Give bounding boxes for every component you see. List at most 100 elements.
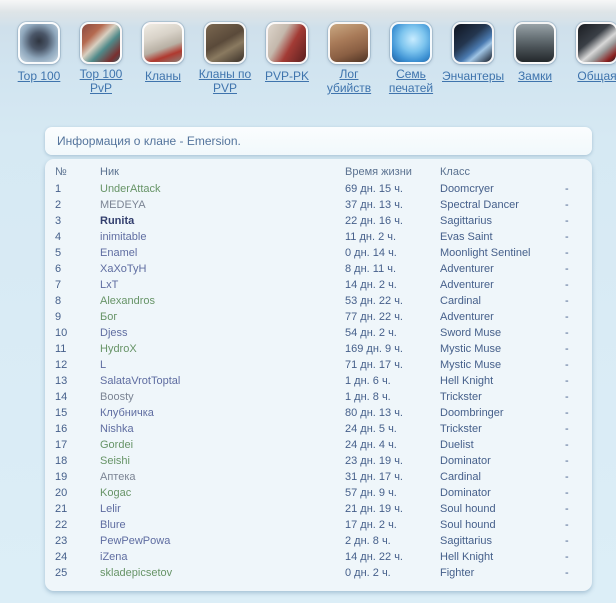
nav-item-enchanters[interactable]: Энчантеры: [442, 22, 504, 85]
enchanters-icon[interactable]: [452, 22, 494, 64]
table-row: 24 iZena 14 дн. 22 ч. Hell Knight -: [55, 549, 600, 565]
nav-label-enchanters[interactable]: Энчантеры: [442, 69, 505, 83]
player-pvp-dash: -: [565, 359, 569, 371]
player-lifetime: 57 дн. 9 ч.: [345, 487, 397, 499]
player-nick[interactable]: Клубничка: [100, 407, 154, 419]
table-row: 17 Gordei 24 дн. 4 ч. Duelist -: [55, 437, 600, 453]
player-class: Spectral Dancer: [440, 199, 519, 211]
player-pvp-dash: -: [565, 391, 569, 403]
player-nick[interactable]: Alexandros: [100, 295, 156, 307]
player-nick[interactable]: inimitable: [100, 231, 147, 243]
nav-label-pvp-pk[interactable]: PVP-PK: [264, 69, 309, 83]
nav-label-general-stats[interactable]: Общая: [577, 69, 616, 83]
player-nick[interactable]: Lelir: [100, 503, 121, 515]
table-row: 10 Djess 54 дн. 2 ч. Sword Muse -: [55, 325, 600, 341]
player-nick[interactable]: Runita: [100, 215, 135, 227]
nav-label-top100[interactable]: Top 100: [17, 69, 61, 83]
player-nick[interactable]: iZena: [100, 551, 128, 563]
nav-item-kill-log[interactable]: Лог убийств: [318, 22, 380, 97]
player-pvp-dash: -: [565, 375, 569, 387]
row-number: 13: [55, 375, 68, 387]
player-pvp-dash: -: [565, 183, 569, 195]
player-class: Hell Knight: [440, 375, 494, 387]
nav-label-top100-pvp[interactable]: Top 100 PvP: [79, 67, 123, 95]
row-number: 10: [55, 327, 68, 339]
player-lifetime: 71 дн. 17 ч.: [345, 359, 403, 371]
pvp-pk-icon[interactable]: [266, 22, 308, 64]
player-nick[interactable]: UnderAttack: [100, 183, 161, 195]
player-nick[interactable]: Аптека: [100, 471, 136, 483]
nav-label-seven-seals[interactable]: Семь печатей: [388, 67, 434, 95]
table-row: 6 XaXoTyH 8 дн. 11 ч. Adventurer -: [55, 261, 600, 277]
nav-item-clans-pvp[interactable]: Кланы по PVP: [194, 22, 256, 97]
player-lifetime: 169 дн. 9 ч.: [345, 343, 403, 355]
row-number: 15: [55, 407, 68, 419]
nav-item-top100[interactable]: Top 100: [8, 22, 70, 85]
player-nick[interactable]: LxT: [100, 279, 119, 291]
player-nick[interactable]: Seishi: [100, 455, 130, 467]
seven-seals-icon[interactable]: [390, 22, 432, 64]
player-class: Mystic Muse: [440, 343, 502, 355]
player-nick[interactable]: skladepicsetov: [100, 567, 173, 579]
kill-log-icon[interactable]: [328, 22, 370, 64]
nav-item-top100-pvp[interactable]: Top 100 PvP: [70, 22, 132, 97]
row-number: 17: [55, 439, 68, 451]
player-nick[interactable]: Blure: [100, 519, 126, 531]
nav-item-castles[interactable]: Замки: [504, 22, 566, 85]
nav-item-seven-seals[interactable]: Семь печатей: [380, 22, 442, 97]
player-pvp-dash: -: [565, 407, 569, 419]
player-lifetime: 24 дн. 5 ч.: [345, 423, 397, 435]
table-row: 21 Lelir 21 дн. 19 ч. Soul hound -: [55, 501, 600, 517]
player-class: Adventurer: [440, 263, 494, 275]
nav-label-castles[interactable]: Замки: [517, 69, 553, 83]
player-nick[interactable]: PewPewPowa: [100, 535, 171, 547]
nav-item-general-stats[interactable]: Общая: [566, 22, 616, 85]
nav-item-clans[interactable]: Кланы: [132, 22, 194, 85]
player-nick[interactable]: L: [100, 359, 107, 371]
player-class: Soul hound: [440, 519, 496, 531]
player-nick[interactable]: Nishka: [100, 423, 134, 435]
player-nick[interactable]: HydroX: [100, 343, 137, 355]
general-stats-icon[interactable]: [576, 22, 616, 64]
player-nick[interactable]: Boosty: [100, 391, 134, 403]
player-pvp-dash: -: [565, 343, 569, 355]
player-class: Dominator: [440, 455, 491, 467]
player-pvp-dash: -: [565, 567, 569, 579]
player-lifetime: 31 дн. 17 ч.: [345, 471, 403, 483]
row-number: 9: [55, 311, 62, 323]
top100-icon[interactable]: [18, 22, 60, 64]
player-nick[interactable]: XaXoTyH: [100, 263, 147, 275]
nav-label-clans-pvp[interactable]: Кланы по PVP: [198, 67, 252, 95]
table-row: 19 Аптека 31 дн. 17 ч. Cardinal -: [55, 469, 600, 485]
table-row: 8 Alexandros 53 дн. 22 ч. Cardinal -: [55, 293, 600, 309]
nav-label-clans[interactable]: Кланы: [145, 69, 181, 83]
player-lifetime: 11 дн. 2 ч.: [345, 231, 397, 243]
player-nick[interactable]: Djess: [100, 327, 128, 339]
player-lifetime: 0 дн. 14 ч.: [345, 247, 397, 259]
nav-label-kill-log[interactable]: Лог убийств: [326, 67, 372, 95]
player-nick[interactable]: Бог: [100, 311, 118, 323]
row-number: 8: [55, 295, 62, 307]
nav-item-pvp-pk[interactable]: PVP-PK: [256, 22, 318, 85]
player-lifetime: 2 дн. 8 ч.: [345, 535, 391, 547]
player-nick[interactable]: Enamel: [100, 247, 138, 259]
clans-icon[interactable]: [142, 22, 184, 64]
player-class: Cardinal: [440, 471, 481, 483]
player-nick[interactable]: SalataVrotToptal: [100, 375, 181, 387]
row-number: 5: [55, 247, 62, 259]
top100-pvp-icon[interactable]: [80, 22, 122, 64]
table-row: 13 SalataVrotToptal 1 дн. 6 ч. Hell Knig…: [55, 373, 600, 389]
clans-pvp-icon[interactable]: [204, 22, 246, 64]
player-lifetime: 1 дн. 8 ч.: [345, 391, 391, 403]
header-number: №: [55, 166, 67, 178]
player-class: Doombringer: [440, 407, 504, 419]
player-pvp-dash: -: [565, 295, 569, 307]
player-nick[interactable]: MEDEYA: [100, 199, 146, 211]
player-pvp-dash: -: [565, 519, 569, 531]
player-lifetime: 1 дн. 6 ч.: [345, 375, 391, 387]
player-nick[interactable]: Gordei: [100, 439, 134, 451]
player-nick[interactable]: Kogac: [100, 487, 132, 499]
player-class: Mystic Muse: [440, 359, 502, 371]
player-pvp-dash: -: [565, 551, 569, 563]
castles-icon[interactable]: [514, 22, 556, 64]
